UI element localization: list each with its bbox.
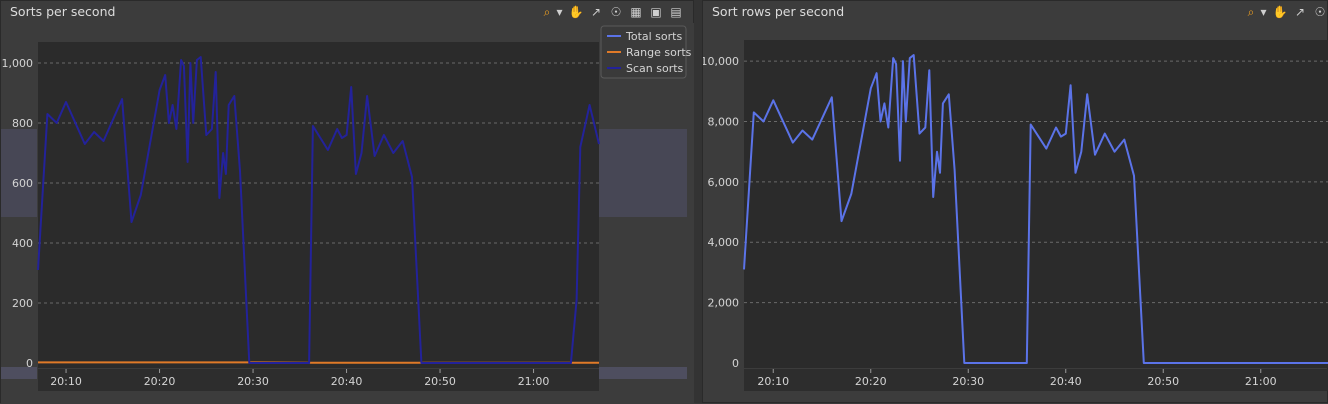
legend-label[interactable]: Range sorts <box>626 46 692 59</box>
y-tick-label: 2,000 <box>708 297 740 310</box>
legend-label[interactable]: Scan sorts <box>626 62 684 75</box>
x-tick-label: 20:10 <box>757 375 789 388</box>
legend: Total sorts Range sorts Scan sorts <box>601 26 692 78</box>
x-tick-label: 21:00 <box>518 375 550 388</box>
legend-label[interactable]: Total sorts <box>625 30 682 43</box>
y-tick-label: 10,000 <box>703 55 739 68</box>
y-tick-label: 800 <box>12 117 33 130</box>
highlight-band <box>1 129 37 217</box>
y-tick-label: 200 <box>12 297 33 310</box>
x-tick-label: 20:10 <box>50 375 82 388</box>
plot-area <box>38 42 599 368</box>
x-tick-label: 20:40 <box>331 375 363 388</box>
overview-band <box>599 367 687 379</box>
y-tick-label: 1,000 <box>2 57 34 70</box>
x-tick-label: 20:50 <box>424 375 456 388</box>
x-axis-band <box>744 369 1328 391</box>
y-tick-label: 400 <box>12 237 33 250</box>
x-axis-band <box>38 369 599 391</box>
x-tick-label: 20:20 <box>855 375 887 388</box>
x-tick-label: 20:40 <box>1050 375 1082 388</box>
x-tick-label: 21:00 <box>1245 375 1277 388</box>
highlight-band <box>599 129 687 217</box>
y-tick-label: 8,000 <box>708 115 740 128</box>
y-tick-label: 4,000 <box>708 236 740 249</box>
x-tick-label: 20:20 <box>144 375 176 388</box>
panel-splitter[interactable] <box>694 0 702 403</box>
x-tick-label: 20:30 <box>237 375 269 388</box>
y-tick-label: 0 <box>26 357 33 370</box>
y-tick-label: 0 <box>732 357 739 370</box>
plot-area <box>744 40 1328 368</box>
sort-rows-per-second-chart[interactable]: 0 2,000 4,000 6,000 8,000 10,000 20:10 20:20 20:… <box>703 1 1328 404</box>
x-tick-label: 20:30 <box>952 375 984 388</box>
x-tick-label: 20:50 <box>1147 375 1179 388</box>
y-tick-label: 600 <box>12 177 33 190</box>
y-tick-label: 6,000 <box>708 176 740 189</box>
sorts-per-second-chart[interactable]: 0 200 400 600 800 1,000 20:10 20:20 20:30 20:40 20… <box>1 1 695 404</box>
